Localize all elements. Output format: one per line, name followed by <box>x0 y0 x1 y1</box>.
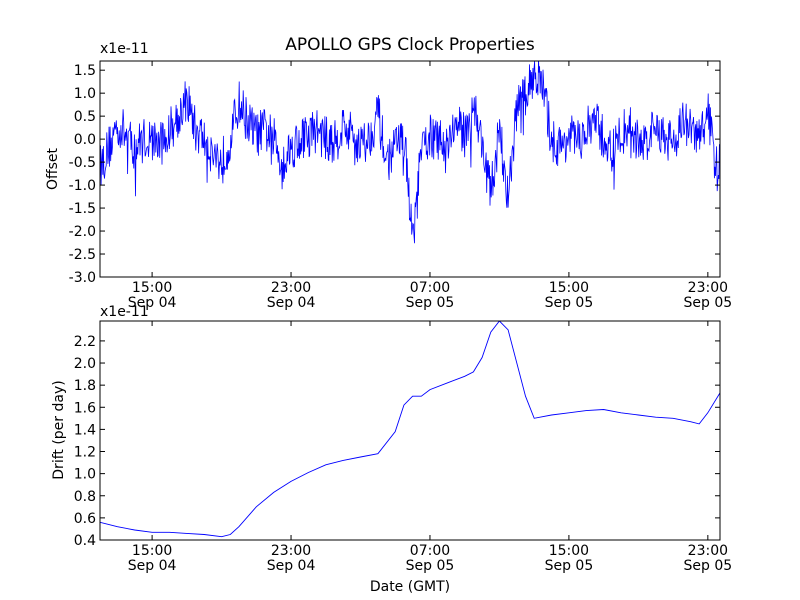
x-tick-date-label: Sep 04 <box>128 295 177 311</box>
x-tick-date-label: Sep 05 <box>406 558 455 574</box>
y-tick-label: 2.2 <box>74 334 96 350</box>
y-tick-label: 0.4 <box>74 533 96 549</box>
x-tick-date-label: Sep 05 <box>684 558 733 574</box>
x-tick-time-label: 15:00 <box>549 543 589 559</box>
x-tick-time-label: 15:00 <box>132 543 172 559</box>
offset-chart: APOLLO GPS Clock Properties x1e-11 Offse… <box>45 35 732 311</box>
y-tick-label: -2.0 <box>69 224 96 240</box>
x-tick-time-label: 15:00 <box>132 280 172 296</box>
x-tick-date-label: Sep 05 <box>545 558 594 574</box>
y-tick-label: -1.0 <box>69 178 96 194</box>
y-tick-label: 1.0 <box>74 86 96 102</box>
drift-x-axis-label: Date (GMT) <box>370 579 450 595</box>
drift-plot-area <box>100 321 720 538</box>
offset-y-ticks: -3.0 -2.5 -2.0 -1.5 -1.0 -0.5 0.0 0.5 1.0 1.5 <box>69 63 720 286</box>
x-tick-date-label: Sep 04 <box>267 295 316 311</box>
y-tick-label: 1.8 <box>74 378 96 394</box>
drift-y-axis-label: Drift (per day) <box>51 380 67 479</box>
y-tick-label: -0.5 <box>69 155 96 171</box>
x-tick-date-label: Sep 05 <box>545 295 594 311</box>
y-tick-label: 1.2 <box>74 445 96 461</box>
drift-series-line <box>100 321 720 538</box>
offset-plot-area <box>100 61 720 244</box>
x-tick-time-label: 07:00 <box>410 543 450 559</box>
y-tick-label: -1.5 <box>69 201 96 217</box>
y-tick-label: 1.6 <box>74 400 96 416</box>
x-tick-time-label: 07:00 <box>410 280 450 296</box>
x-tick-time-label: 23:00 <box>271 543 311 559</box>
drift-multiplier-label: x1e-11 <box>100 304 149 320</box>
drift-chart: x1e-11 Drift (per day) Date (GMT) 0.4 0.6… <box>51 304 732 595</box>
y-tick-label: 1.4 <box>74 422 96 438</box>
x-tick-time-label: 23:00 <box>688 543 728 559</box>
offset-series-line <box>100 61 720 244</box>
y-tick-label: 1.0 <box>74 467 96 483</box>
offset-multiplier-label: x1e-11 <box>100 41 149 57</box>
x-tick-time-label: 15:00 <box>549 280 589 296</box>
drift-y-ticks: 0.4 0.6 0.8 1.0 1.2 1.4 1.6 1.8 2.0 2.2 <box>74 334 720 549</box>
x-tick-date-label: Sep 05 <box>684 295 733 311</box>
y-tick-label: 0.5 <box>74 109 96 125</box>
y-tick-label: 0.6 <box>74 511 96 527</box>
y-tick-label: 0.8 <box>74 489 96 505</box>
y-tick-label: -2.5 <box>69 247 96 263</box>
drift-axes-frame <box>99 320 721 541</box>
y-tick-label: 1.5 <box>74 63 96 79</box>
chart-title: APOLLO GPS Clock Properties <box>285 35 535 55</box>
x-tick-date-label: Sep 04 <box>267 558 316 574</box>
y-tick-label: 0.0 <box>74 132 96 148</box>
x-tick-time-label: 23:00 <box>688 280 728 296</box>
y-tick-label: 2.0 <box>74 356 96 372</box>
x-tick-date-label: Sep 05 <box>406 295 455 311</box>
x-tick-date-label: Sep 04 <box>128 558 177 574</box>
x-tick-time-label: 23:00 <box>271 280 311 296</box>
y-tick-label: -3.0 <box>69 270 96 286</box>
offset-y-axis-label: Offset <box>45 147 61 190</box>
offset-axes-frame <box>99 60 721 278</box>
